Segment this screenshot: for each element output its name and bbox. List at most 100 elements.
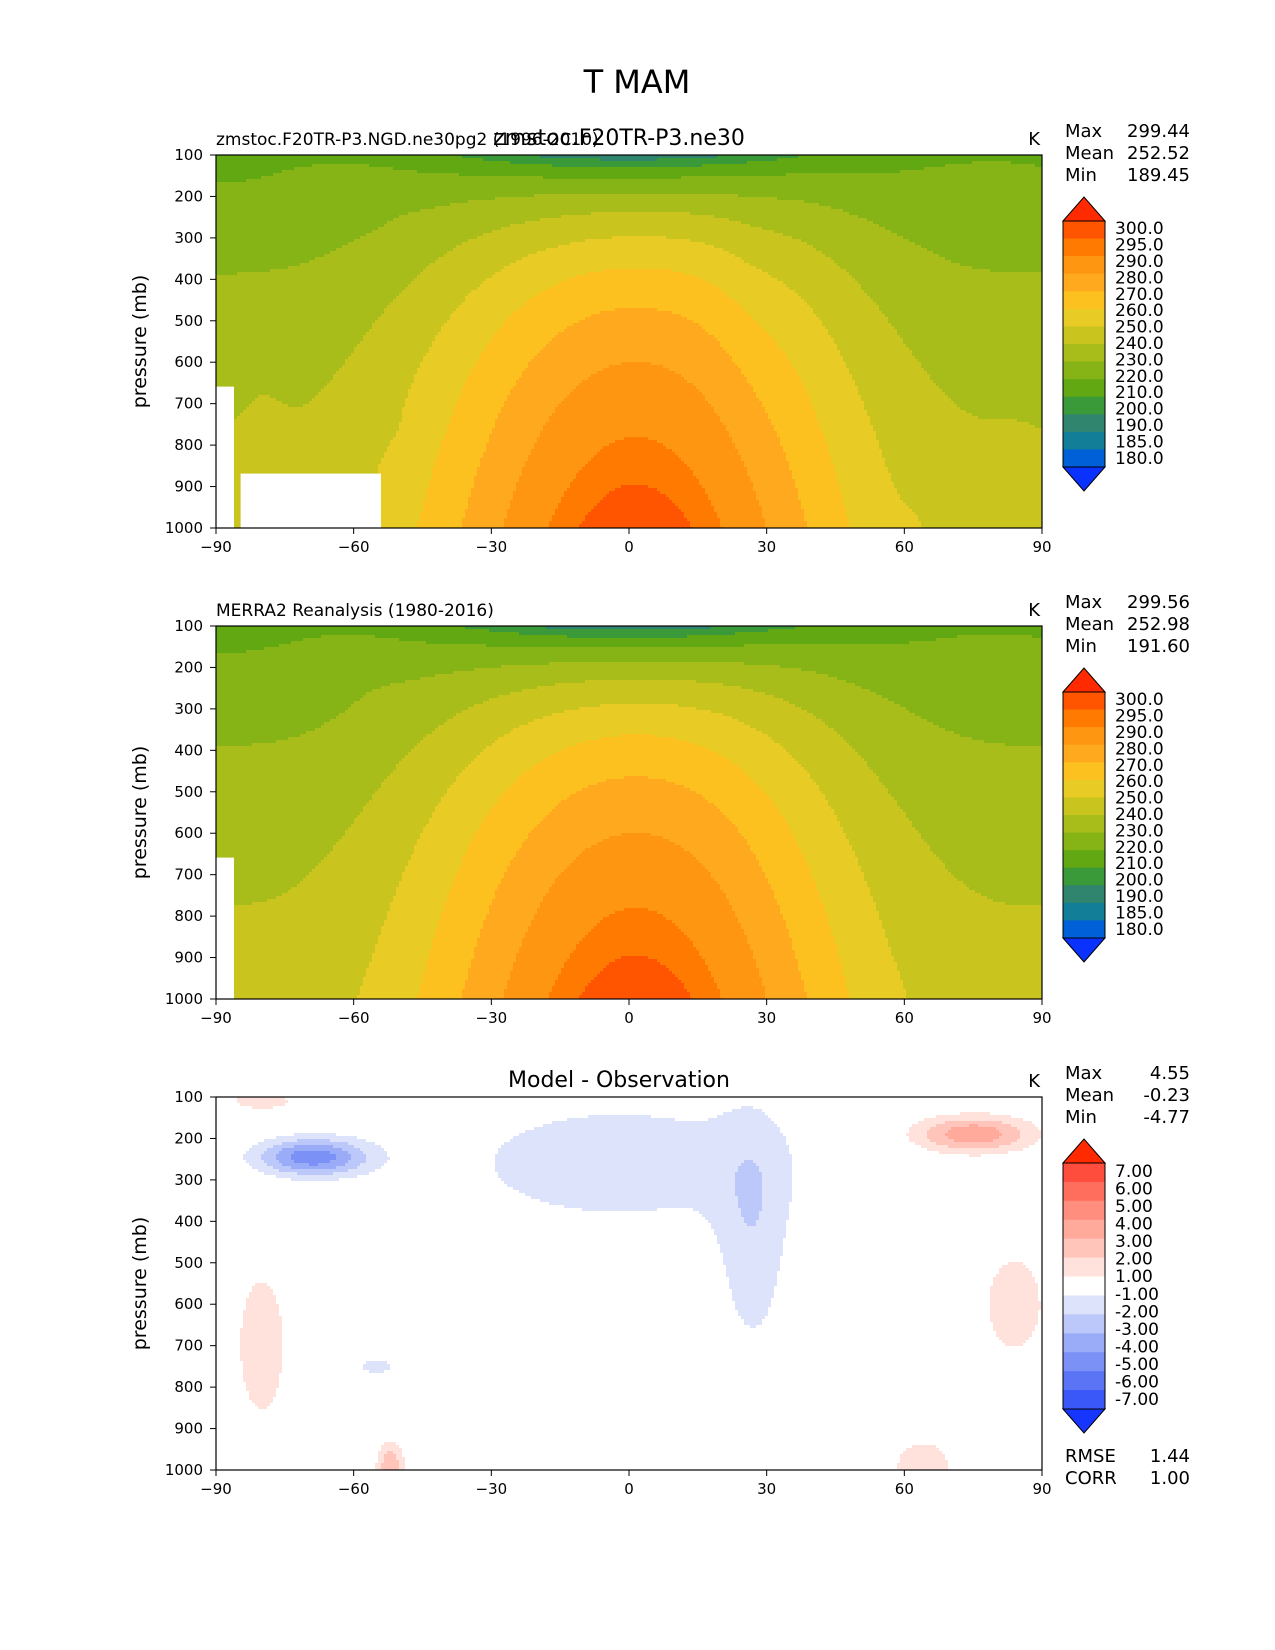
x-tick-label: 90 bbox=[1032, 1480, 1051, 1498]
colorbar-tick-label: 190.0 bbox=[1115, 416, 1164, 436]
colorbar-tick-label: 210.0 bbox=[1115, 383, 1164, 403]
colorbar-tick-label: 295.0 bbox=[1115, 707, 1164, 727]
stat-min-value: 189.45 bbox=[1127, 165, 1190, 186]
colorbar-segment bbox=[1063, 727, 1105, 746]
colorbar-tick-label: -4.00 bbox=[1115, 1338, 1159, 1358]
stat-mean-value: 252.52 bbox=[1127, 143, 1190, 164]
colorbar-segment bbox=[1063, 1219, 1105, 1240]
y-tick-label: 400 bbox=[174, 1212, 203, 1230]
stat-max-label: Max bbox=[1065, 121, 1103, 142]
y-tick-label: 300 bbox=[174, 229, 203, 247]
colorbar-segment bbox=[1063, 221, 1105, 240]
units-label: K bbox=[1028, 600, 1041, 621]
y-tick-label: 1000 bbox=[165, 1461, 203, 1479]
y-tick-label: 800 bbox=[174, 1378, 203, 1396]
colorbar-tick-label: 180.0 bbox=[1115, 449, 1164, 469]
panel-model: −90 −60 −30 0 30 60 90 100 200 300 400 500 600 700 800… bbox=[129, 121, 1190, 556]
contour-field bbox=[216, 1097, 1042, 1470]
y-tick-label: 100 bbox=[174, 1088, 203, 1106]
y-tick-label: 900 bbox=[174, 949, 203, 967]
panel-center-title: zmstoc.F20TR-P3.ne30 bbox=[493, 126, 745, 151]
x-tick-label: −30 bbox=[476, 1009, 508, 1027]
units-label: K bbox=[1028, 1071, 1041, 1092]
x-tick-label: 90 bbox=[1032, 538, 1051, 556]
colorbar-segment bbox=[1063, 797, 1105, 816]
colorbar-tick-label: 250.0 bbox=[1115, 318, 1164, 338]
y-tick-label: 800 bbox=[174, 907, 203, 925]
colorbar-tick-label: 300.0 bbox=[1115, 690, 1164, 710]
colorbar-extend-min bbox=[1061, 466, 1107, 492]
x-tick-label: 30 bbox=[757, 1009, 776, 1027]
colorbar-segment bbox=[1063, 1238, 1105, 1259]
stat-min-label: Min bbox=[1065, 165, 1097, 186]
colorbar-segment bbox=[1063, 1200, 1105, 1221]
colorbar-segment bbox=[1063, 238, 1105, 257]
corr-label: CORR bbox=[1065, 1468, 1117, 1489]
y-tick-label: 200 bbox=[174, 658, 203, 676]
y-tick-label: 500 bbox=[174, 783, 203, 801]
y-tick-label: 600 bbox=[174, 353, 203, 371]
colorbar-tick-label: 2.00 bbox=[1115, 1250, 1153, 1270]
colorbar-segment bbox=[1063, 815, 1105, 834]
colorbar-segment bbox=[1063, 902, 1105, 921]
y-tick-label: 100 bbox=[174, 146, 203, 164]
y-tick-label: 500 bbox=[174, 312, 203, 330]
stat-max-label: Max bbox=[1065, 1063, 1103, 1084]
colorbar-tick-label: 220.0 bbox=[1115, 367, 1164, 387]
x-tick-label: 30 bbox=[757, 538, 776, 556]
colorbar-tick-label: 260.0 bbox=[1115, 772, 1164, 792]
panel-reanalysis: −90 −60 −30 0 30 60 90 100 200 300 400 500 600 700 800… bbox=[129, 592, 1190, 1027]
stat-min-label: Min bbox=[1065, 1107, 1097, 1128]
colorbar-segment bbox=[1063, 832, 1105, 851]
colorbar-segment bbox=[1063, 326, 1105, 345]
x-tick-label: −30 bbox=[476, 538, 508, 556]
colorbar-extend-max bbox=[1061, 196, 1107, 222]
rmse-label: RMSE bbox=[1065, 1446, 1116, 1467]
y-tick-label: 500 bbox=[174, 1254, 203, 1272]
y-axis-label: pressure (mb) bbox=[129, 746, 151, 880]
y-tick-label: 300 bbox=[174, 1171, 203, 1189]
colorbar-segment bbox=[1063, 850, 1105, 869]
y-tick-label: 700 bbox=[174, 866, 203, 884]
colorbar-extend-min bbox=[1061, 1408, 1107, 1434]
colorbar-segment bbox=[1063, 431, 1105, 450]
x-tick-label: 0 bbox=[624, 538, 634, 556]
colorbar-tick-label: 185.0 bbox=[1115, 903, 1164, 923]
x-tick-label: −90 bbox=[200, 1009, 232, 1027]
colorbar-tick-label: 7.00 bbox=[1115, 1162, 1153, 1182]
colorbar-tick-label: 280.0 bbox=[1115, 739, 1164, 759]
colorbar-tick-label: 290.0 bbox=[1115, 252, 1164, 272]
y-axis-label: pressure (mb) bbox=[129, 1217, 151, 1351]
colorbar-tick-label: 270.0 bbox=[1115, 285, 1164, 305]
colorbar-segment bbox=[1063, 1257, 1105, 1278]
colorbar-segment bbox=[1063, 379, 1105, 398]
colorbar-segment bbox=[1063, 256, 1105, 275]
colorbar-tick-label: 185.0 bbox=[1115, 432, 1164, 452]
x-tick-label: 90 bbox=[1032, 1009, 1051, 1027]
y-tick-label: 600 bbox=[174, 1295, 203, 1313]
stat-mean-label: Mean bbox=[1065, 143, 1114, 164]
colorbar-segment bbox=[1063, 779, 1105, 798]
colorbar-segment bbox=[1063, 920, 1105, 939]
contour-field bbox=[216, 155, 1042, 528]
x-tick-label: 60 bbox=[895, 538, 914, 556]
colorbar-frame bbox=[1062, 1162, 1106, 1410]
stat-mean-label: Mean bbox=[1065, 1085, 1114, 1106]
colorbar-tick-label: 6.00 bbox=[1115, 1179, 1153, 1199]
colorbar-tick-label: 200.0 bbox=[1115, 871, 1164, 891]
x-tick-label: −60 bbox=[338, 538, 370, 556]
colorbar-segment bbox=[1063, 396, 1105, 415]
colorbar-segment bbox=[1063, 449, 1105, 468]
colorbar-tick-label: 3.00 bbox=[1115, 1232, 1153, 1252]
x-tick-label: −60 bbox=[338, 1480, 370, 1498]
colorbar-segment bbox=[1063, 1295, 1105, 1315]
colorbar-segment bbox=[1063, 885, 1105, 904]
colorbar-segment bbox=[1063, 762, 1105, 781]
stat-mean-label: Mean bbox=[1065, 614, 1114, 635]
y-tick-label: 600 bbox=[174, 824, 203, 842]
panel-center-title: Model - Observation bbox=[508, 1068, 730, 1093]
colorbar-segment bbox=[1063, 1333, 1105, 1353]
stat-max-value: 4.55 bbox=[1150, 1063, 1190, 1084]
y-tick-label: 700 bbox=[174, 1337, 203, 1355]
